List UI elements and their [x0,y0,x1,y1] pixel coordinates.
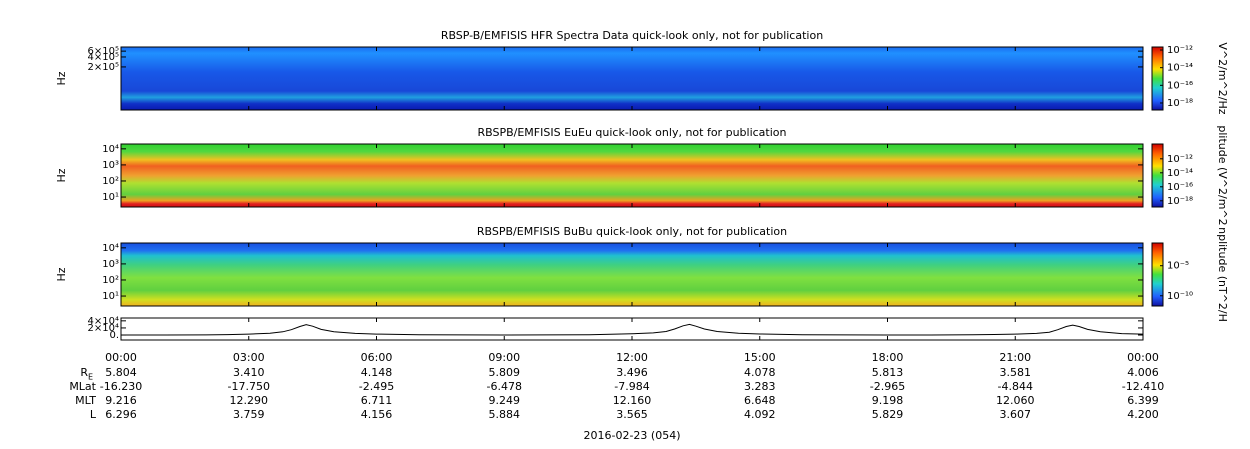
row-value: 5.809 [489,366,521,379]
row-label: MLat [69,380,96,393]
row-value: 3.410 [233,366,265,379]
colorbar-tick-label: 10⁻¹⁰ [1167,291,1193,302]
y-axis-label: Hz [55,267,68,281]
row-value: -17.750 [228,380,270,393]
row-value: 12.290 [230,394,269,407]
y-tick-label: 10² [102,176,119,187]
row-value: 12.160 [613,394,652,407]
y-axis-label: Hz [55,71,68,85]
row-value: 3.607 [1000,408,1032,421]
colorbar-frame [1151,46,1164,111]
y-tick-label: 10¹ [102,192,119,203]
row-value: -2.495 [359,380,394,393]
row-value: 3.759 [233,408,265,421]
y-tick-label: 4×10⁵ [88,52,119,63]
colorbar [1152,243,1163,306]
row-value: 3.283 [744,380,776,393]
row-value: 12.060 [996,394,1035,407]
colorbar-tick-label: 10⁻¹² [1167,154,1193,165]
data-line [121,323,1144,336]
row-value: 6.711 [361,394,393,407]
x-tick-label: 06:00 [361,351,393,364]
colorbar-label: nplitude (nT^2/H [1216,227,1229,322]
colorbar-frame [1151,143,1164,208]
row-value: -2.965 [870,380,905,393]
row-label-subscript: E [88,373,93,382]
x-tick-label: 18:00 [872,351,904,364]
row-value: 4.092 [744,408,776,421]
colorbar-tick-label: 10⁻¹² [1167,45,1193,56]
colorbar [1152,47,1163,110]
spectrogram [121,47,1143,110]
panel-title: RBSPB/EMFISIS BuBu quick-look only, not … [477,225,787,238]
colorbar-tick-label: 10⁻¹⁴ [1167,63,1193,74]
y-tick-label: 10³ [102,259,119,270]
y-tick-label: 10¹ [102,291,119,302]
row-value: -6.478 [487,380,522,393]
colorbar-tick-label: 10⁻¹⁸ [1167,196,1193,207]
x-tick-label: 12:00 [616,351,648,364]
y-tick-label: 10³ [102,160,119,171]
colorbar-label: plitude (V^2/m^2 [1216,125,1229,225]
row-value: 6.399 [1127,394,1159,407]
row-label: R [80,366,88,379]
row-label: MLT [75,394,96,407]
panel-title: RBSPB/EMFISIS EuEu quick-look only, not … [477,126,786,139]
x-tick-label: 15:00 [744,351,776,364]
row-value: -7.984 [614,380,649,393]
x-tick-label: 00:00 [105,351,137,364]
spectrogram [121,243,1143,306]
colorbar-tick-label: 10⁻¹⁴ [1167,168,1193,179]
colorbar [1152,144,1163,207]
row-value: 3.496 [616,366,648,379]
x-tick-label: 03:00 [233,351,265,364]
y-tick-label: 4×10⁴ [88,316,119,327]
x-tick-label: 00:00 [1127,351,1159,364]
row-value: 6.648 [744,394,776,407]
y-tick-label: 6×10⁵ [88,46,119,57]
row-value: 3.581 [1000,366,1032,379]
row-value: -16.230 [100,380,142,393]
x-tick-label: 09:00 [488,351,520,364]
y-tick-label: 2×10⁵ [88,62,119,73]
row-value: 9.249 [489,394,521,407]
y-tick-label: 0. [109,330,119,341]
colorbar-frame [1151,242,1164,307]
row-value: 4.078 [744,366,776,379]
row-value: 9.216 [105,394,137,407]
row-value: 4.006 [1127,366,1159,379]
row-value: 4.200 [1127,408,1159,421]
date-label: 2016-02-23 (054) [583,429,680,442]
colorbar-label: V^2/m^2/Hz [1216,42,1229,114]
y-tick-label: 10² [102,275,119,286]
colorbar-tick-label: 10⁻¹⁶ [1167,80,1193,91]
colorbar-tick-label: 10⁻¹⁶ [1167,182,1193,193]
y-tick-label: 10⁴ [102,243,119,254]
colorbar-tick-label: 10⁻¹⁸ [1167,98,1193,109]
row-value: 5.813 [872,366,904,379]
row-label: L [90,408,97,421]
colorbar-tick-label: 10⁻⁵ [1167,261,1189,272]
row-value: 9.198 [872,394,904,407]
y-tick-label: 2×10⁴ [88,323,119,334]
row-value: 4.148 [361,366,393,379]
panel-title: RBSP-B/EMFISIS HFR Spectra Data quick-lo… [441,29,823,42]
row-value: 6.296 [105,408,137,421]
row-value: 5.804 [105,366,137,379]
row-value: -12.410 [1122,380,1164,393]
row-value: 5.884 [489,408,521,421]
row-value: 3.565 [616,408,648,421]
y-tick-label: 10⁴ [102,144,119,155]
row-value: 4.156 [361,408,393,421]
row-value: 5.829 [872,408,904,421]
x-tick-label: 21:00 [999,351,1031,364]
y-axis-label: Hz [55,168,68,182]
row-value: -4.844 [998,380,1033,393]
spectrogram [121,144,1143,207]
